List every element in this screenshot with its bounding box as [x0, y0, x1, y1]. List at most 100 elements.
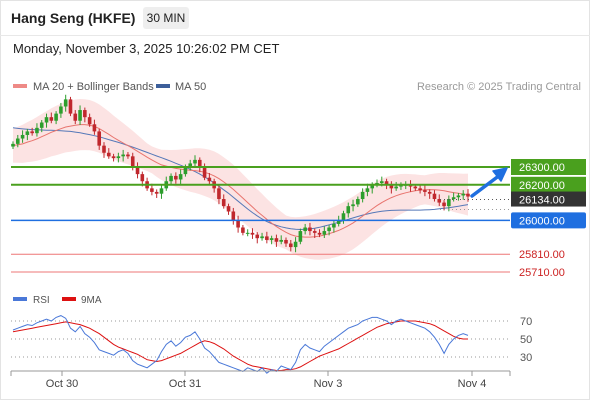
candle [39, 120, 44, 133]
candle [274, 234, 279, 247]
candle-body [135, 167, 140, 175]
ma20-legend-swatch [13, 84, 27, 88]
candle [83, 107, 87, 123]
candle [423, 185, 427, 197]
candle-body [379, 181, 384, 184]
candle-body [284, 239, 288, 244]
candle [351, 199, 355, 212]
candle-body [341, 213, 346, 221]
resistance-label-box [511, 176, 586, 193]
candle-body [365, 188, 370, 192]
candle-body [169, 175, 173, 182]
candle-body [174, 175, 178, 180]
candle [54, 111, 58, 125]
candle [20, 130, 25, 143]
chart-header: Hang Seng (HKFE) 30 MIN [0, 0, 590, 36]
candle-body [202, 167, 207, 178]
candle-body [269, 238, 274, 240]
rsi-tick-label: 30 [520, 352, 532, 364]
candle-body [303, 227, 307, 232]
candle [154, 189, 159, 198]
ma50-legend-swatch [156, 84, 170, 88]
candle [293, 237, 298, 253]
support-label: 25710.00 [519, 267, 565, 279]
candle-body [20, 134, 25, 139]
candle [44, 113, 49, 128]
candle-body [87, 117, 92, 125]
candle [97, 128, 102, 150]
candle [327, 225, 331, 236]
candle-body [451, 197, 456, 200]
candle [437, 194, 442, 206]
candle-body [332, 223, 336, 228]
candle-body [49, 117, 54, 121]
candle [30, 127, 34, 136]
candle [447, 195, 451, 212]
candle [269, 235, 274, 245]
rsi-legend-label: RSI [33, 295, 50, 306]
candle [288, 239, 293, 252]
rsi-ma-legend-swatch [62, 297, 76, 301]
candle [126, 152, 130, 159]
candle [389, 181, 394, 194]
candle [356, 196, 360, 207]
candle-body [466, 193, 470, 197]
candle-body [183, 167, 188, 175]
candle [11, 141, 15, 150]
pivot-label: 26000.00 [519, 215, 565, 227]
candle-body [63, 99, 68, 107]
candle [135, 162, 140, 179]
candle-body [418, 188, 422, 191]
candle-body [327, 227, 331, 232]
candle [427, 189, 432, 199]
candle-body [312, 231, 317, 233]
target-arrow [470, 167, 508, 198]
x-tick-label: Nov 3 [314, 378, 343, 390]
candle-body [83, 110, 87, 118]
candle [116, 152, 121, 163]
candle [298, 228, 303, 245]
candle-body [226, 206, 231, 212]
candle-body [461, 193, 466, 196]
header-divider [0, 35, 590, 36]
candle-body [265, 236, 269, 240]
candle-body [360, 191, 365, 200]
candle-body [92, 124, 97, 132]
candle [78, 105, 82, 125]
candle-body [298, 231, 303, 242]
candle-body [245, 232, 250, 234]
candle [174, 172, 178, 184]
candle [284, 237, 288, 247]
candle [159, 184, 164, 199]
candle-body [447, 199, 451, 207]
timeframe-button[interactable]: 30 MIN [143, 7, 189, 29]
ma50-line [12, 127, 469, 231]
rsi-line [12, 315, 469, 374]
candle [322, 226, 327, 239]
candle-body [456, 195, 461, 198]
candle-body [102, 145, 106, 153]
candle-body [241, 227, 245, 233]
candle-body [221, 199, 226, 207]
x-tick-label: Nov 4 [458, 378, 487, 390]
candle-body [394, 186, 398, 189]
candle-body [351, 204, 355, 207]
candle-body [279, 239, 284, 242]
candle [308, 222, 312, 236]
candle-body [126, 154, 130, 157]
candle-body [250, 232, 255, 235]
candle [255, 232, 260, 244]
resistance-label: 26200.00 [519, 180, 565, 192]
candle [265, 231, 269, 244]
candle-body [35, 127, 39, 134]
candle [68, 96, 73, 117]
candle-body [111, 156, 116, 159]
candle [221, 194, 226, 209]
candle [197, 157, 202, 173]
candle [341, 210, 346, 224]
candle-body [260, 236, 264, 239]
candle-body [178, 174, 183, 180]
candle [312, 228, 317, 239]
candle [231, 207, 236, 225]
candle [236, 215, 240, 233]
